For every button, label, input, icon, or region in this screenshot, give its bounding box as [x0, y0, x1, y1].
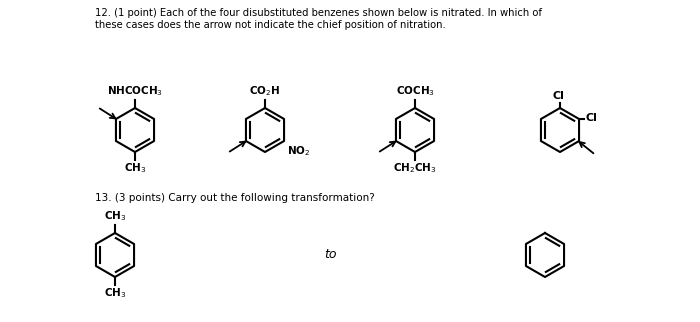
Text: NO$_2$: NO$_2$ [287, 144, 311, 158]
Text: COCH$_3$: COCH$_3$ [395, 84, 435, 98]
Text: to: to [323, 249, 336, 261]
Text: CH$_2$CH$_3$: CH$_2$CH$_3$ [393, 161, 437, 175]
Text: CO$_2$H: CO$_2$H [249, 84, 281, 98]
Text: CH$_3$: CH$_3$ [104, 286, 126, 300]
Text: these cases does the arrow not indicate the chief position of nitration.: these cases does the arrow not indicate … [95, 20, 446, 30]
Text: Cl: Cl [585, 113, 597, 123]
Text: CH$_3$: CH$_3$ [104, 209, 126, 223]
Text: CH$_3$: CH$_3$ [124, 161, 146, 175]
Text: NHCOCH$_3$: NHCOCH$_3$ [107, 84, 163, 98]
Text: 12. (1 point) Each of the four disubstituted benzenes shown below is nitrated. I: 12. (1 point) Each of the four disubstit… [95, 8, 542, 18]
Text: 13. (3 points) Carry out the following transformation?: 13. (3 points) Carry out the following t… [95, 193, 374, 203]
Text: Cl: Cl [552, 91, 564, 101]
